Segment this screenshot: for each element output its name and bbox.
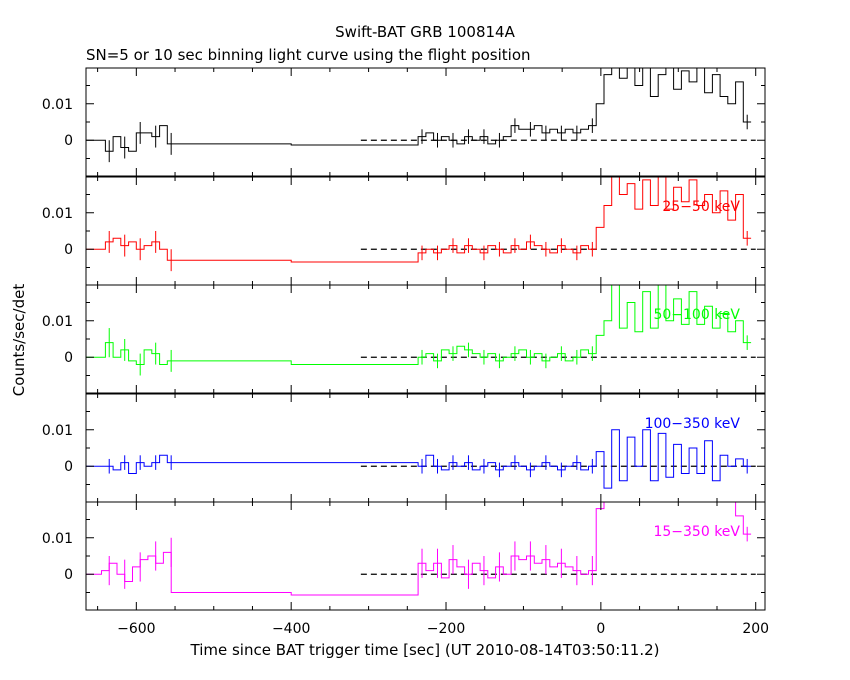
y-tick-label: 0	[64, 242, 73, 258]
panel-5: 0 0.01 15−350 keV	[42, 501, 766, 611]
panel-3: 0 0.01 50−100 keV	[42, 284, 766, 394]
series-1	[86, 68, 752, 163]
band-label: 25−50 keV	[662, 199, 740, 215]
y-tick-label: 0.01	[42, 314, 73, 330]
x-tick-label: 200	[742, 621, 769, 637]
light-curve-step	[86, 285, 752, 365]
y-tick-label: 0.01	[42, 97, 73, 113]
band-label: 100−350 keV	[645, 416, 741, 432]
series-4	[86, 429, 752, 489]
y-tick-label: 0.01	[42, 531, 73, 547]
panel-4: 0 0.01 100−350 keV	[42, 393, 766, 503]
panel-frame	[85, 501, 766, 611]
y-tick-label: 0.01	[42, 423, 73, 439]
series-5	[86, 502, 752, 596]
y-tick-label: 0	[64, 350, 73, 366]
x-tick-labels: −600 −400 −200 0 200	[117, 621, 769, 637]
y-tick-label: 0.01	[42, 206, 73, 222]
y-tick-label: 0	[64, 567, 73, 583]
panel-frame	[85, 176, 766, 286]
series-3	[86, 285, 752, 376]
chart-subtitle: SN=5 or 10 sec binning light curve using…	[86, 46, 531, 64]
x-tick-label: −400	[272, 621, 310, 637]
x-tick-label: 0	[596, 621, 605, 637]
light-curve-step	[86, 502, 752, 596]
panel-frame	[85, 393, 766, 503]
chart-title: Swift-BAT GRB 100814A	[335, 23, 515, 41]
x-axis-label: Time since BAT trigger time [sec] (UT 20…	[190, 641, 660, 659]
light-curve-step	[86, 68, 752, 152]
series-2	[86, 177, 752, 272]
y-tick-label: 0	[64, 459, 73, 475]
x-tick-label: −600	[117, 621, 155, 637]
y-tick-label: 0	[64, 133, 73, 149]
light-curve-step	[86, 177, 752, 263]
panel-1: 00.01	[42, 67, 766, 177]
panel-frame	[85, 284, 766, 394]
band-label: 50−100 keV	[653, 307, 740, 323]
band-label: 15−350 keV	[653, 524, 740, 540]
light-curve-step	[86, 429, 752, 489]
y-axis-label: Counts/sec/det	[10, 284, 28, 397]
panel-2: 0 0.01 25−50 keV	[42, 176, 766, 286]
panel-frame	[85, 67, 766, 177]
x-tick-label: −200	[427, 621, 465, 637]
